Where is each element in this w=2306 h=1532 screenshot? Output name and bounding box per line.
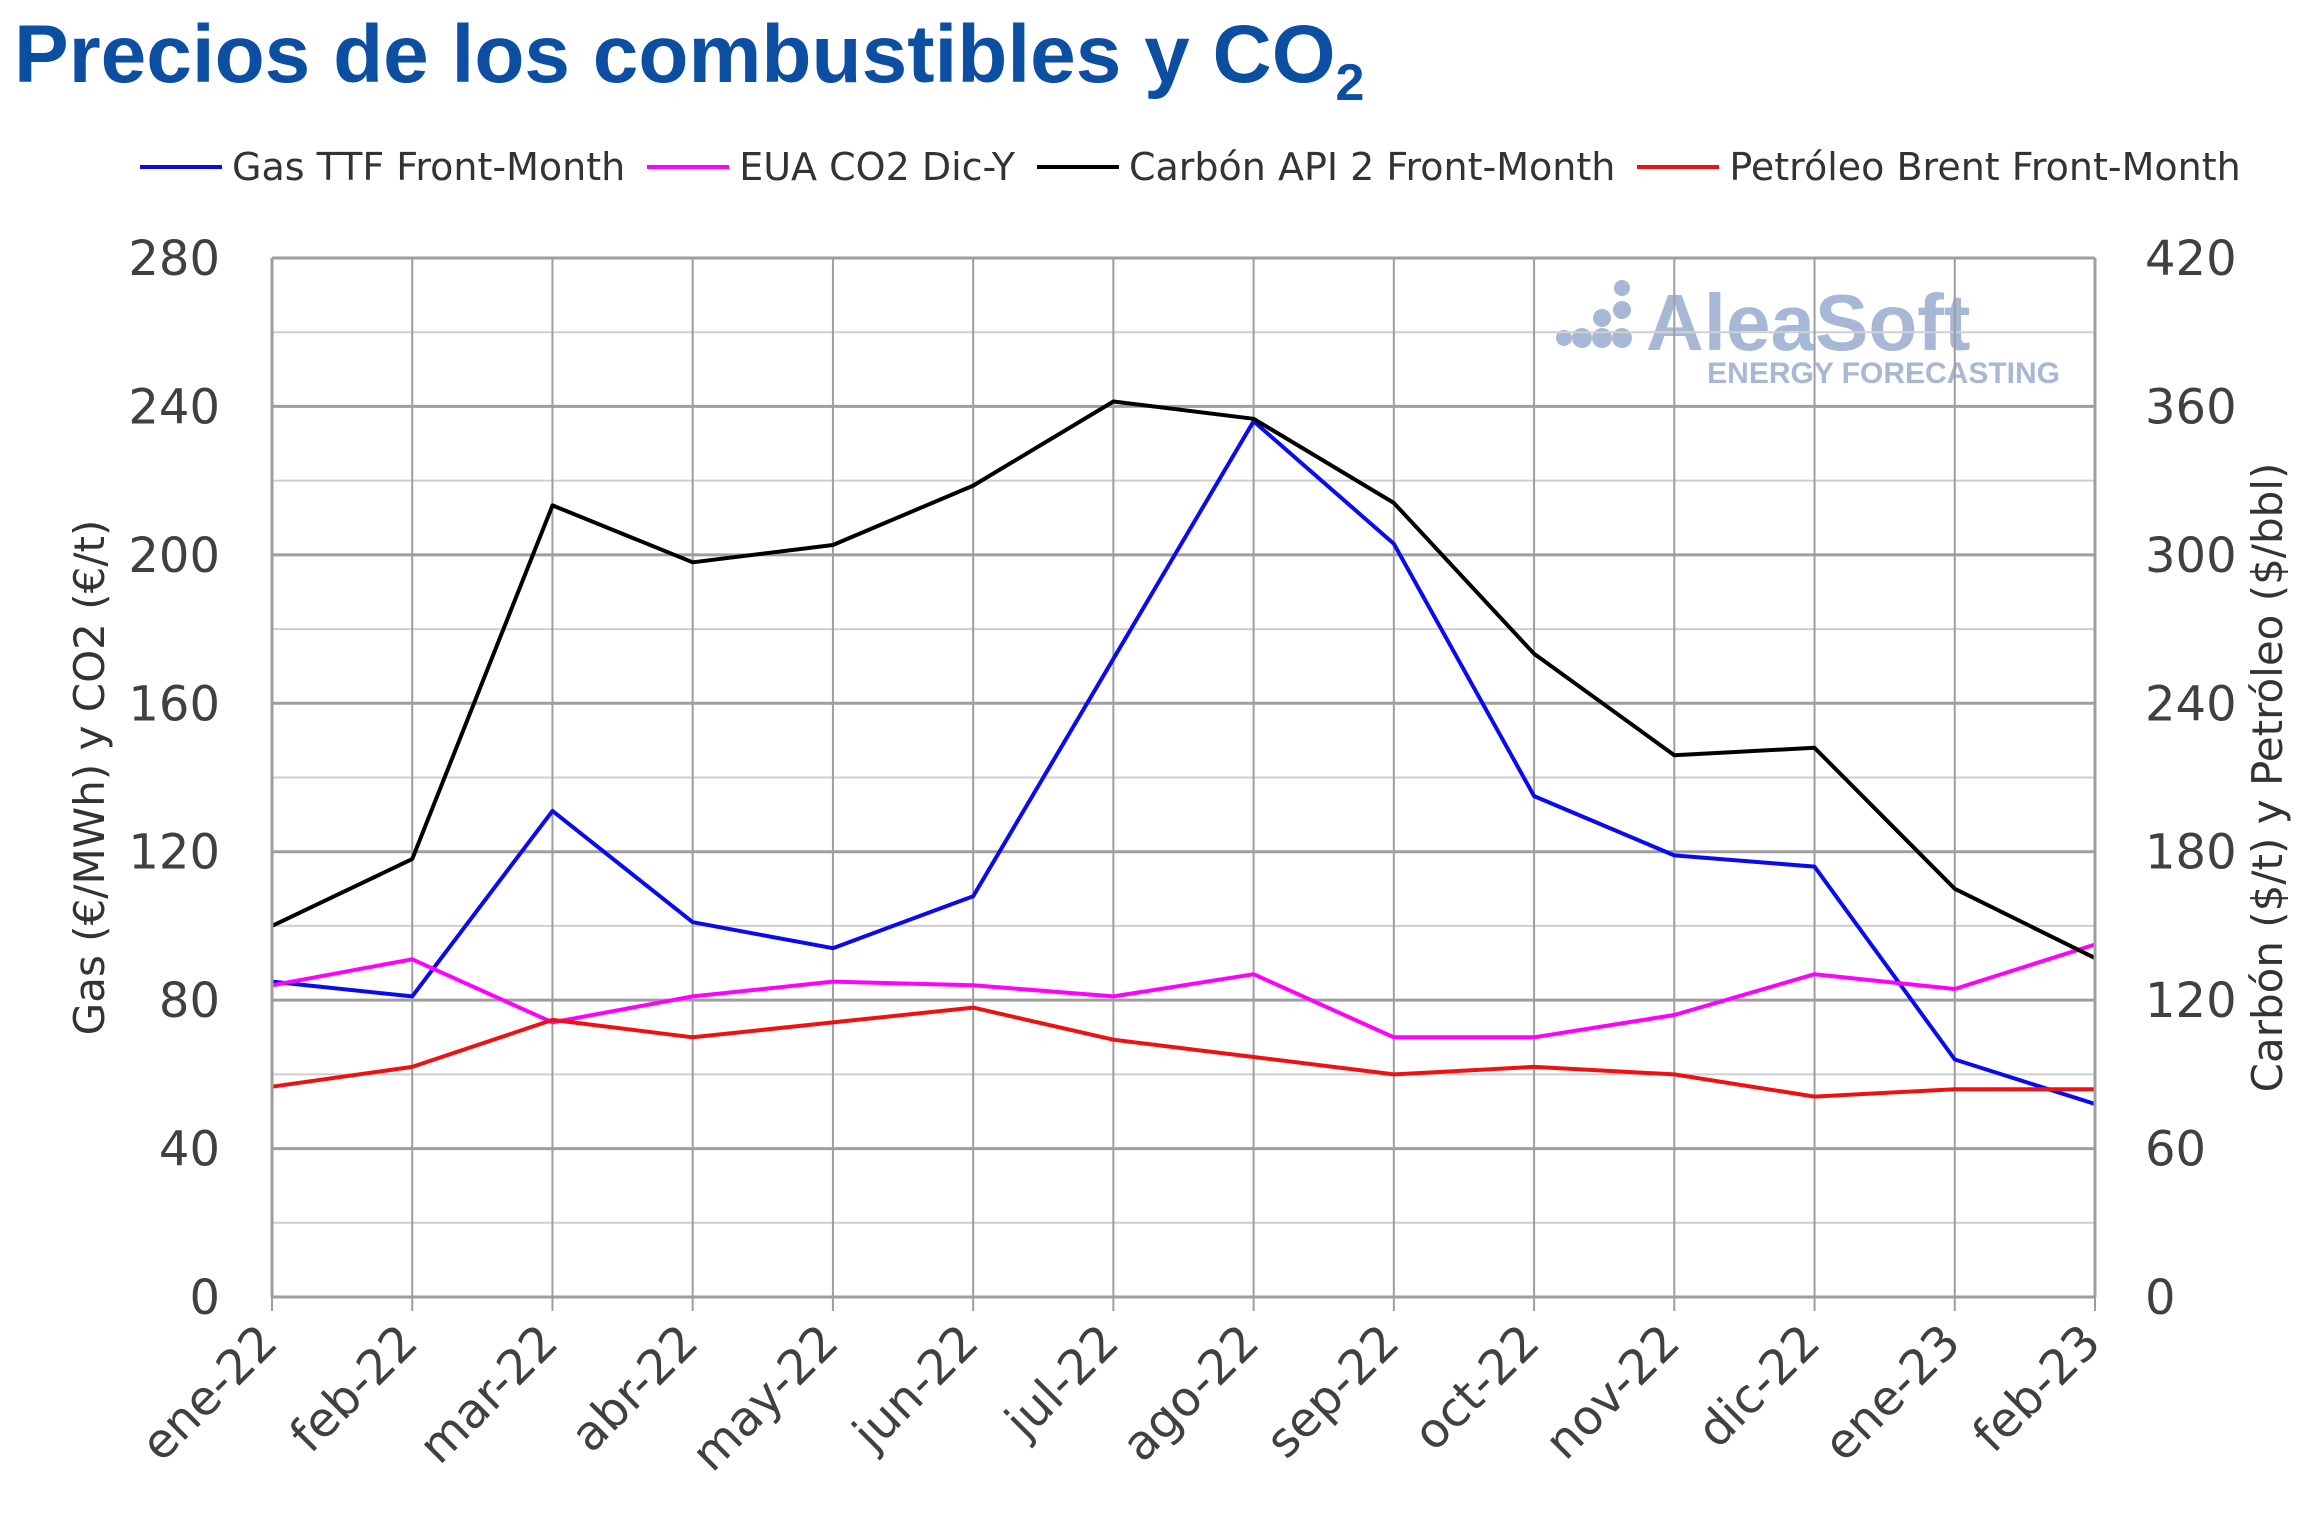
series-line [271,942,2096,1040]
axes: 0 40 80 120 160 200 240 280 0 60 120 180 240 300 360 42… [65,231,2292,1482]
y-tick-label-right: 300 [2145,528,2237,584]
y-tick-label-right: 60 [2145,1122,2206,1178]
y-tick-label-right: 180 [2145,825,2237,881]
x-tick-label: may-22 [681,1314,849,1482]
x-tick-label: ago-22 [1111,1314,1270,1473]
y-tick-label-left: 240 [128,379,220,435]
chart-title-text: Precios de los combustibles y CO [14,9,1336,100]
x-tick-label: oct-22 [1403,1314,1551,1462]
y-tick-label-left: 280 [128,231,220,287]
chart-title-subscript: 2 [1335,54,1365,112]
legend-label: Gas TTF Front-Month [232,145,626,189]
x-tick-label: sep-22 [1255,1314,1410,1469]
series-line [271,1005,2095,1099]
x-tick-label: dic-22 [1686,1314,1831,1459]
chart-title: Precios de los combustibles y CO2 [14,14,1364,110]
gridlines [271,256,2096,1311]
legend-item: EUA CO2 Dic-Y [647,145,1015,189]
y-tick-label-left: 160 [128,676,220,732]
logo-dot [1592,328,1612,348]
y-tick-label-left: 40 [159,1122,220,1178]
y-tick-label-right: 240 [2145,676,2237,732]
y-tick-label-right: 360 [2145,379,2237,435]
y-tick-label-left: 80 [159,973,220,1029]
legend-swatch [1036,165,1119,169]
y-tick-label-left: 120 [128,825,220,881]
logo-name: AleaSoft [1646,278,1971,367]
y-tick-label-left: 200 [128,528,220,584]
y-axis-title-right: Carbón ($/t) y Petróleo ($/bbl) [2243,463,2292,1093]
logo-dot [1613,301,1631,319]
legend-label: Carbón API 2 Front-Month [1128,145,1616,189]
legend: Gas TTF Front-Month EUA CO2 Dic-Y Carbón A… [140,140,2241,194]
legend-swatch [1637,165,1720,169]
legend-item: Carbón API 2 Front-Month [1036,145,1616,189]
legend-item: Petróleo Brent Front-Month [1637,145,2241,189]
x-tick-label: nov-22 [1534,1314,1690,1470]
legend-label: EUA CO2 Dic-Y [739,145,1015,189]
legend-swatch [647,165,730,169]
y-tick-label-right: 120 [2145,973,2237,1029]
series-line [271,399,2096,960]
x-tick-label: jun-22 [841,1314,989,1462]
x-tick-label: feb-23 [1962,1314,2111,1463]
logo-dot [1572,328,1592,348]
x-tick-label: feb-22 [279,1314,428,1463]
x-tick-label: ene-23 [1813,1314,1971,1472]
y-tick-label-right: 0 [2145,1270,2176,1326]
logo-dot [1614,280,1630,296]
logo-dot [1593,309,1611,327]
y-axis-title-left: Gas (€/MWh) y CO2 (€/t) [65,520,114,1036]
legend-item: Gas TTF Front-Month [140,145,625,189]
logo-tagline: ENERGY FORECASTING [1707,357,2060,390]
logo-dot [1556,330,1572,346]
logo-dot [1612,328,1632,348]
legend-label: Petróleo Brent Front-Month [1729,145,2241,189]
y-tick-label-right: 420 [2145,231,2237,287]
x-tick-label: ene-22 [130,1314,288,1472]
y-tick-label-left: 0 [189,1270,220,1326]
legend-swatch [140,165,222,169]
series-lines [271,399,2096,1106]
x-tick-label: mar-22 [408,1314,569,1475]
x-tick-label: jul-22 [994,1314,1130,1450]
series-line [271,419,2096,1106]
